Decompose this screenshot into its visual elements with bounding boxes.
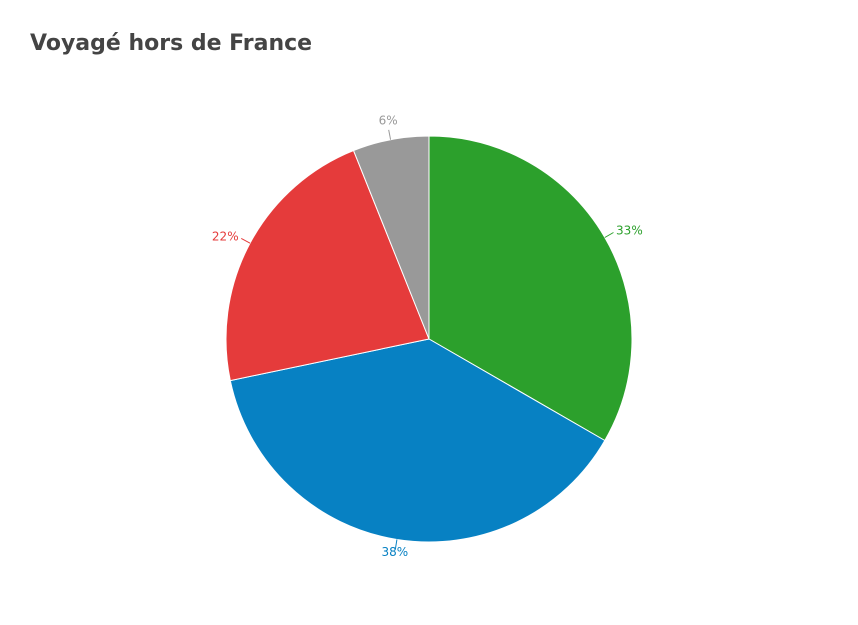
leader-line	[388, 129, 392, 140]
data-label: 22%	[212, 229, 239, 243]
data-label: 33%	[616, 224, 643, 238]
pie-slice	[428, 135, 633, 442]
data-label: 6%	[379, 113, 398, 127]
pie-slice	[352, 135, 430, 340]
leader-line	[241, 237, 251, 244]
leader-line	[394, 539, 398, 550]
chart-title: Voyagé hors de France	[30, 31, 312, 56]
leader-line	[604, 232, 614, 238]
data-label: 38%	[382, 545, 409, 559]
